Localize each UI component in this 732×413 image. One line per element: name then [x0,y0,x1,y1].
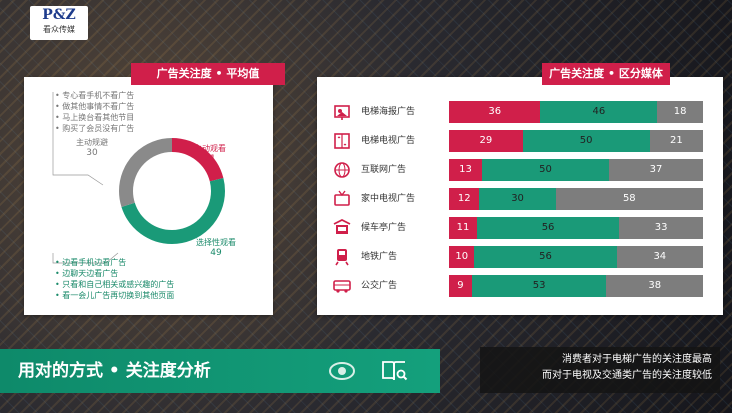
bar-segment-selective: 56 [474,246,617,268]
donut-arc-selective [119,138,225,244]
bar-segment-selective: 46 [540,101,658,123]
donut-label-selective: 选择性观看 49 [196,237,236,259]
bar-segment-avoid: 33 [619,217,703,239]
bar-segment-active: 13 [449,159,483,181]
panel-title-average: 广告关注度 • 平均值 [131,63,285,85]
stacked-bar: 12 30 58 [449,188,703,210]
bar-segment-selective: 30 [479,188,556,210]
donut-arc-avoid [119,138,225,244]
donut-label-text: 主动规避 [76,138,108,147]
note-item: 边聊天边看广告 [55,268,174,279]
note-item: 看一会儿广告再切换到其他页面 [55,290,174,301]
summary-line-1: 消费者对于电梯广告的关注度最高 [562,354,712,365]
bar-segment-avoid: 34 [616,246,703,268]
media-name: 地铁广告 [361,252,398,262]
brand-logo: P&Z 看众传媒 [30,6,88,40]
media-name: 公交广告 [361,281,398,291]
bar-segment-active: 10 [449,246,475,268]
section-title: 用对的方式 • 关注度分析 [18,361,211,381]
note-item: 只看和自己相关或感兴趣的广告 [55,279,174,290]
bus-icon [333,280,351,293]
donut-label-value: 30 [86,148,98,158]
note-item: 边看手机边看广告 [55,257,174,268]
tv-icon [334,190,350,206]
panel-title-media: 广告关注度 • 区分媒体 [542,63,670,85]
stacked-bar: 36 46 18 [449,101,703,123]
leader-line-top [52,92,104,186]
media-name: 家中电视广告 [361,194,416,204]
read-search-icon[interactable] [380,357,408,385]
logo-text: P&Z [42,7,76,23]
globe-icon [334,162,350,178]
stacked-bar: 11 56 33 [449,217,703,239]
donut-label-value: 49 [210,248,222,258]
donut-label-text: 主动观看 [194,144,226,153]
bar-segment-avoid: 38 [606,275,703,297]
bar-segment-selective: 56 [476,217,620,239]
bar-segment-active: 29 [449,130,523,152]
note-item: 购买了会员没有广告 [55,123,134,134]
bar-segment-avoid: 58 [555,188,703,210]
bar-segment-avoid: 37 [609,159,703,181]
subway-icon [335,249,349,266]
stacked-bar: 9 53 38 [449,275,703,297]
bar-segment-active: 11 [449,217,477,239]
bar-segment-selective: 53 [471,275,607,297]
bar-segment-active: 36 [449,101,541,123]
attention-average-panel: 广告关注度 • 平均值 专心看手机不看广告 做其他事情不看广告 马上换台看其他节… [24,63,285,315]
media-name: 互联网广告 [361,165,407,175]
summary-box: 消费者对于电梯广告的关注度最高 而对于电视及交通类广告的关注度较低 [480,347,720,393]
bar-segment-selective: 50 [522,130,650,152]
note-item: 专心看手机不看广告 [55,90,134,101]
stacked-bar: 29 50 21 [449,130,703,152]
note-item: 做其他事情不看广告 [55,101,134,112]
note-item: 马上换台看其他节目 [55,112,134,123]
avoid-reasons-list: 专心看手机不看广告 做其他事情不看广告 马上换台看其他节目 购买了会员没有广告 [55,90,134,134]
media-name: 电梯海报广告 [361,107,416,117]
elevator-tv-icon [334,133,350,149]
bus-shelter-icon [333,219,351,234]
selective-reasons-list: 边看手机边看广告 边聊天边看广告 只看和自己相关或感兴趣的广告 看一会儿广告再切… [55,257,174,301]
bar-segment-active: 9 [449,275,472,297]
attention-by-media-panel: 广告关注度 • 区分媒体 电梯海报广告 36 46 18 电梯电视广告 29 50 21 互联网… [317,63,723,315]
bar-segment-selective: 50 [482,159,610,181]
donut-label-avoid: 主动规避 30 [76,137,108,159]
logo-subtext: 看众传媒 [43,25,75,34]
media-name: 候车亭广告 [361,223,407,233]
poster-icon [334,105,350,120]
eye-icon[interactable] [328,357,356,385]
attention-donut-chart [52,92,225,264]
bar-segment-active: 12 [449,188,480,210]
donut-label-text: 选择性观看 [196,238,236,247]
media-name: 电梯电视广告 [361,136,416,146]
summary-line-2: 而对于电视及交通类广告的关注度较低 [542,370,712,381]
stacked-bar: 10 56 34 [449,246,703,268]
stacked-bar: 13 50 37 [449,159,703,181]
donut-label-value: 21 [204,154,216,164]
section-banner: 用对的方式 • 关注度分析 [0,349,440,393]
donut-label-active: 主动观看 21 [194,143,226,165]
bar-segment-avoid: 21 [649,130,703,152]
bar-segment-avoid: 18 [657,101,703,123]
